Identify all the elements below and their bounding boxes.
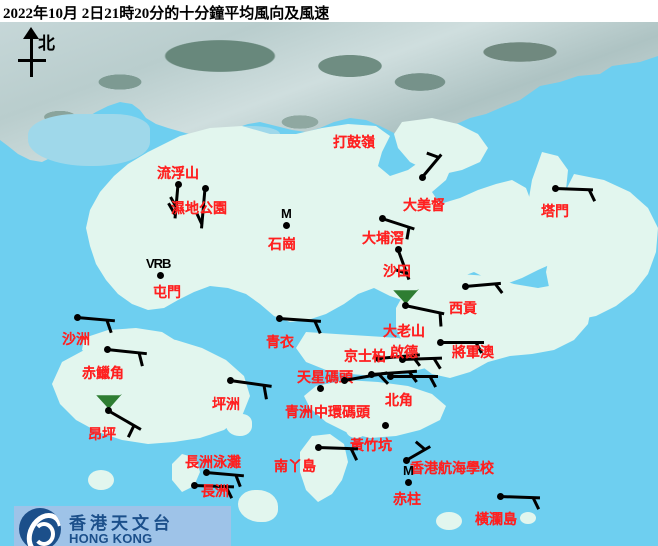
station-label: 長洲泳灘 [185, 456, 241, 471]
page-title: 2022年10月 2日21時20分的十分鐘平均風向及風速 [3, 6, 330, 22]
hko-swirl-icon [19, 508, 61, 546]
station-dot-icon [315, 444, 322, 451]
north-label: 北 [38, 34, 55, 53]
station-dot-icon [175, 181, 182, 188]
station-label: 大埔滘 [362, 232, 404, 247]
station-dot-icon [462, 283, 469, 290]
station-label: 沙田 [383, 265, 411, 280]
station-dot-icon [552, 185, 559, 192]
station-dot-icon [203, 469, 210, 476]
station-dot-icon [202, 185, 209, 192]
station-dot-icon [395, 246, 402, 253]
wind-barb-shaft [390, 375, 438, 378]
calm-symbol: M [403, 463, 414, 478]
station-label: 長洲 [201, 485, 229, 500]
south-islet-b [346, 422, 366, 438]
station-label: 香港航海學校 [410, 462, 494, 477]
peng-chau-island [226, 414, 252, 436]
station-label: 赤柱 [393, 493, 421, 508]
station-label: 石崗 [268, 238, 296, 253]
north-arrow-cross-icon [18, 59, 46, 62]
map-canvas[interactable]: 打鼓嶺流浮山濕地公園 M 石崗 大美督 塔門大埔滘沙田 VRB 屯門西貢大老山青衣 沙洲赤鱲角… [0, 22, 658, 546]
station-dot-icon [379, 215, 386, 222]
south-islet-a [238, 490, 278, 522]
station-label: 濕地公園 [171, 202, 227, 217]
hko-logo: 香港天文台 HONG KONG OBSERVATORY [14, 506, 231, 546]
station-label: 將軍澳 [452, 346, 494, 361]
station-label: 打鼓嶺 [333, 136, 375, 151]
waglan-islet [520, 512, 536, 524]
station-dot-icon [402, 302, 409, 309]
station-label: 大老山 [383, 325, 425, 340]
station-label: 屯門 [153, 286, 181, 301]
station-dot-icon [191, 482, 198, 489]
station-dot-icon [368, 371, 375, 378]
station-label: 昂坪 [88, 428, 116, 443]
variable-wind-symbol: VRB [146, 256, 171, 271]
station-label: 青衣 [266, 336, 294, 351]
station-label: 天星碼頭 [297, 371, 353, 386]
north-arrow: 北 [8, 27, 60, 85]
station-label: 北角 [385, 394, 413, 409]
station-dot-icon [276, 315, 283, 322]
station-dot-icon [74, 314, 81, 321]
station-dot-icon [317, 385, 324, 392]
station-dot-icon [497, 493, 504, 500]
sha-chau-islet [88, 470, 114, 490]
station-label: 京士柏 [344, 350, 386, 365]
station-dot-icon [405, 479, 412, 486]
calm-symbol: M [281, 206, 292, 221]
station-label: 沙洲 [62, 333, 90, 348]
station-label: 坪洲 [212, 398, 240, 413]
station-dot-icon [399, 356, 406, 363]
station-label: 大美督 [403, 199, 445, 214]
station-label: 赤鱲角 [82, 367, 124, 382]
station-label: 橫瀾島 [475, 513, 517, 528]
station-dot-icon [105, 407, 112, 414]
station-label: 青洲 [285, 406, 313, 421]
station-dot-icon [375, 355, 382, 362]
po-toi-island [436, 512, 462, 530]
station-dot-icon [419, 174, 426, 181]
station-dot-icon [403, 457, 410, 464]
station-dot-icon [227, 377, 234, 384]
station-label: 南丫島 [274, 460, 316, 475]
deep-bay-water [28, 114, 150, 166]
north-arrow-shaft-icon [30, 33, 33, 77]
station-label: 流浮山 [157, 167, 199, 182]
wind-barb-shaft [440, 341, 484, 344]
station-dot-icon [283, 222, 290, 229]
station-dot-icon [104, 346, 111, 353]
station-label: 塔門 [541, 205, 569, 220]
station-label: 中環碼頭 [314, 406, 370, 421]
station-dot-icon [382, 422, 389, 429]
station-dot-icon [157, 272, 164, 279]
hko-name-chinese: 香港天文台 [69, 514, 174, 533]
station-label: 西貢 [449, 302, 477, 317]
title-bar: 2022年10月 2日21時20分的十分鐘平均風向及風速 [0, 0, 658, 22]
station-dot-icon [341, 377, 348, 384]
hko-name-english: HONG KONG OBSERVATORY [69, 531, 153, 546]
station-label: 啟德 [390, 346, 418, 361]
station-label: 黃竹坑 [350, 439, 392, 454]
